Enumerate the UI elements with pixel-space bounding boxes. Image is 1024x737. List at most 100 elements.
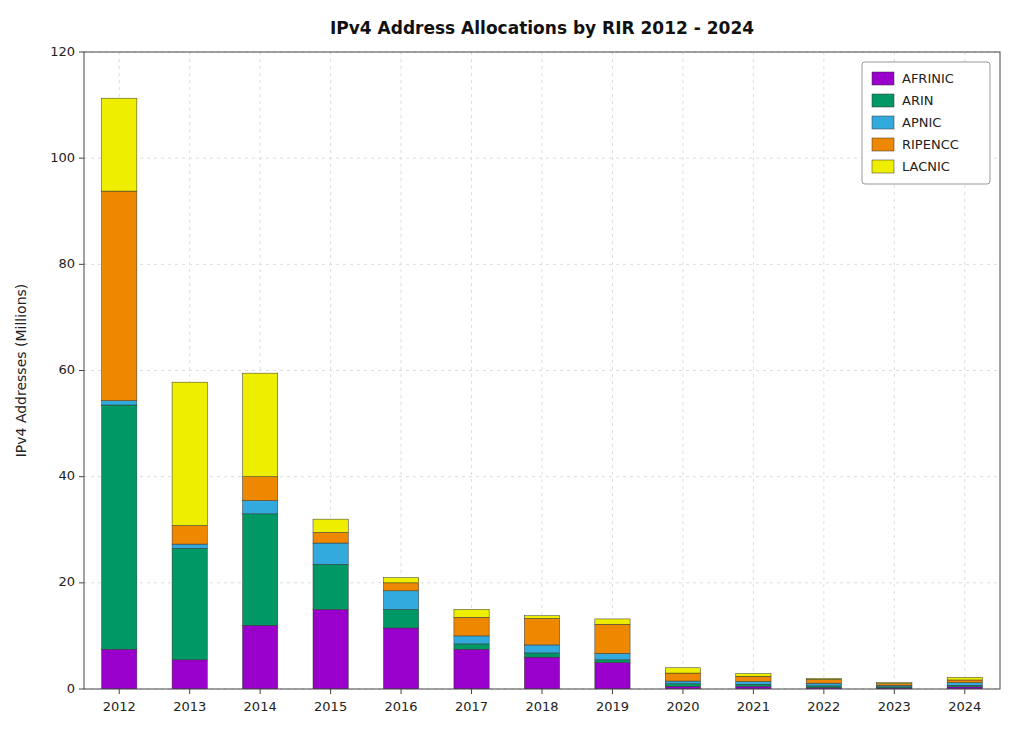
bar-segment bbox=[102, 191, 137, 401]
chart-title: IPv4 Address Allocations by RIR 2012 - 2… bbox=[330, 18, 754, 38]
bar-segment bbox=[383, 583, 418, 591]
bar-segment bbox=[102, 405, 137, 649]
bar-segment bbox=[172, 526, 207, 545]
bars bbox=[102, 98, 983, 689]
bar-segment bbox=[454, 609, 489, 617]
bar-segment bbox=[102, 649, 137, 689]
bar-segment bbox=[313, 609, 348, 689]
bar-segment bbox=[947, 680, 982, 683]
bar-segment bbox=[665, 681, 700, 684]
bar-segment bbox=[243, 501, 278, 514]
bar-segment bbox=[313, 532, 348, 543]
bar-segment bbox=[595, 619, 630, 624]
bar-segment bbox=[806, 678, 841, 679]
chart-container: 0204060801001202012201320142015201620172… bbox=[0, 0, 1024, 737]
bar-segment bbox=[454, 644, 489, 649]
bar-segment bbox=[524, 645, 559, 653]
y-axis: 0 20 40 60 80 100 120 bbox=[50, 44, 84, 696]
bar-segment bbox=[736, 676, 771, 681]
y-grid-line bbox=[84, 582, 1000, 583]
bar-segment bbox=[313, 519, 348, 532]
y-tick-label: 20 bbox=[58, 574, 75, 589]
legend-swatch bbox=[872, 116, 894, 129]
x-tick-label: 2024 bbox=[948, 699, 981, 714]
legend-label: AFRINIC bbox=[902, 71, 954, 86]
x-tick-label: 2014 bbox=[244, 699, 277, 714]
legend-swatch bbox=[872, 72, 894, 85]
bar-segment bbox=[736, 682, 771, 685]
x-tick bbox=[964, 689, 965, 694]
x-grid-line bbox=[823, 52, 824, 689]
legend-swatch bbox=[872, 160, 894, 173]
chart-svg: 0204060801001202012201320142015201620172… bbox=[0, 0, 1024, 737]
legend-label: RIPENCC bbox=[902, 137, 959, 152]
x-tick bbox=[189, 689, 190, 694]
bar-segment bbox=[665, 668, 700, 673]
legend-swatch bbox=[872, 138, 894, 151]
bar-segment bbox=[877, 683, 912, 684]
bar-segment bbox=[172, 382, 207, 525]
y-tick bbox=[79, 158, 84, 159]
bar-segment bbox=[243, 477, 278, 501]
x-tick bbox=[894, 689, 895, 694]
bar-segment bbox=[243, 373, 278, 477]
bar-segment bbox=[595, 653, 630, 659]
x-tick bbox=[260, 689, 261, 694]
grid bbox=[84, 52, 1000, 689]
bar-segment bbox=[172, 544, 207, 548]
y-grid-line bbox=[84, 370, 1000, 371]
y-tick-label: 120 bbox=[50, 44, 75, 59]
bar-segment bbox=[595, 624, 630, 653]
bar-segment bbox=[243, 514, 278, 625]
plot-frame bbox=[84, 52, 1000, 689]
bar-segment bbox=[102, 401, 137, 405]
bar-segment bbox=[524, 618, 559, 645]
x-grid-line bbox=[612, 52, 613, 689]
x-tick-label: 2019 bbox=[596, 699, 629, 714]
bar-segment bbox=[806, 679, 841, 683]
legend-box bbox=[862, 62, 990, 184]
bar-segment bbox=[383, 591, 418, 610]
x-tick bbox=[330, 689, 331, 694]
legend-label: LACNIC bbox=[902, 159, 950, 174]
x-tick bbox=[542, 689, 543, 694]
y-tick-label: 40 bbox=[58, 468, 75, 483]
x-tick bbox=[612, 689, 613, 694]
y-tick-label: 60 bbox=[58, 362, 75, 377]
bar-segment bbox=[172, 660, 207, 689]
y-tick-label: 100 bbox=[50, 150, 75, 165]
x-grid-line bbox=[471, 52, 472, 689]
y-tick bbox=[79, 476, 84, 477]
bar-segment bbox=[383, 609, 418, 628]
x-tick bbox=[682, 689, 683, 694]
y-tick-label: 80 bbox=[58, 256, 75, 271]
bar-segment bbox=[454, 617, 489, 636]
y-tick-label: 0 bbox=[67, 681, 75, 696]
y-tick bbox=[79, 52, 84, 53]
y-grid-line bbox=[84, 476, 1000, 477]
x-grid-line bbox=[753, 52, 754, 689]
bar-segment bbox=[524, 653, 559, 657]
bar-segment bbox=[313, 564, 348, 609]
bar-segment bbox=[172, 548, 207, 659]
x-tick-label: 2013 bbox=[173, 699, 206, 714]
x-tick bbox=[119, 689, 120, 694]
x-tick-label: 2017 bbox=[455, 699, 488, 714]
bar-segment bbox=[806, 683, 841, 686]
x-tick bbox=[823, 689, 824, 694]
legend-swatch bbox=[872, 94, 894, 107]
bar-segment bbox=[454, 649, 489, 689]
bar-segment bbox=[595, 660, 630, 663]
bar-segment bbox=[243, 625, 278, 689]
bar-segment bbox=[454, 636, 489, 644]
y-axis-label: IPv4 Addresses (Millions) bbox=[13, 284, 29, 458]
x-grid-line bbox=[682, 52, 683, 689]
x-tick-label: 2020 bbox=[666, 699, 699, 714]
bar-segment bbox=[947, 677, 982, 680]
legend-label: APNIC bbox=[902, 115, 941, 130]
legend-label: ARIN bbox=[902, 93, 933, 108]
y-tick bbox=[79, 264, 84, 265]
bar-segment bbox=[736, 674, 771, 677]
bar-segment bbox=[383, 628, 418, 689]
x-tick bbox=[753, 689, 754, 694]
